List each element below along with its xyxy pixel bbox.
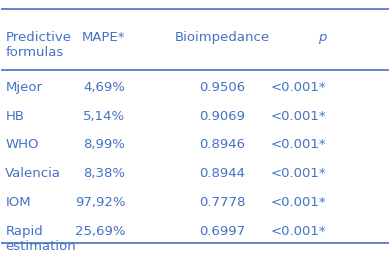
Text: 8,99%: 8,99% [83,138,125,151]
Text: <0.001*: <0.001* [271,225,327,238]
Text: 0.8944: 0.8944 [199,167,245,180]
Text: 0.9069: 0.9069 [199,110,245,123]
Text: Bioimpedance: Bioimpedance [175,31,269,44]
Text: WHO: WHO [5,138,39,151]
Text: <0.001*: <0.001* [271,81,327,94]
Text: <0.001*: <0.001* [271,167,327,180]
Text: Valencia: Valencia [5,167,61,180]
Text: 25,69%: 25,69% [75,225,125,238]
Text: 0.6997: 0.6997 [199,225,245,238]
Text: 5,14%: 5,14% [83,110,125,123]
Text: MAPE*: MAPE* [82,31,125,44]
Text: HB: HB [5,110,24,123]
Text: <0.001*: <0.001* [271,138,327,151]
Text: Predictive
formulas: Predictive formulas [5,31,71,59]
Text: 97,92%: 97,92% [75,196,125,209]
Text: Rapid
estimation: Rapid estimation [5,225,76,253]
Text: 0.7778: 0.7778 [199,196,245,209]
Text: 8,38%: 8,38% [83,167,125,180]
Text: Mjeor: Mjeor [5,81,42,94]
Text: 0.9506: 0.9506 [199,81,245,94]
Text: <0.001*: <0.001* [271,110,327,123]
Text: 0.8946: 0.8946 [199,138,245,151]
Text: 4,69%: 4,69% [83,81,125,94]
Text: IOM: IOM [5,196,31,209]
Text: <0.001*: <0.001* [271,196,327,209]
Text: p: p [318,31,327,44]
